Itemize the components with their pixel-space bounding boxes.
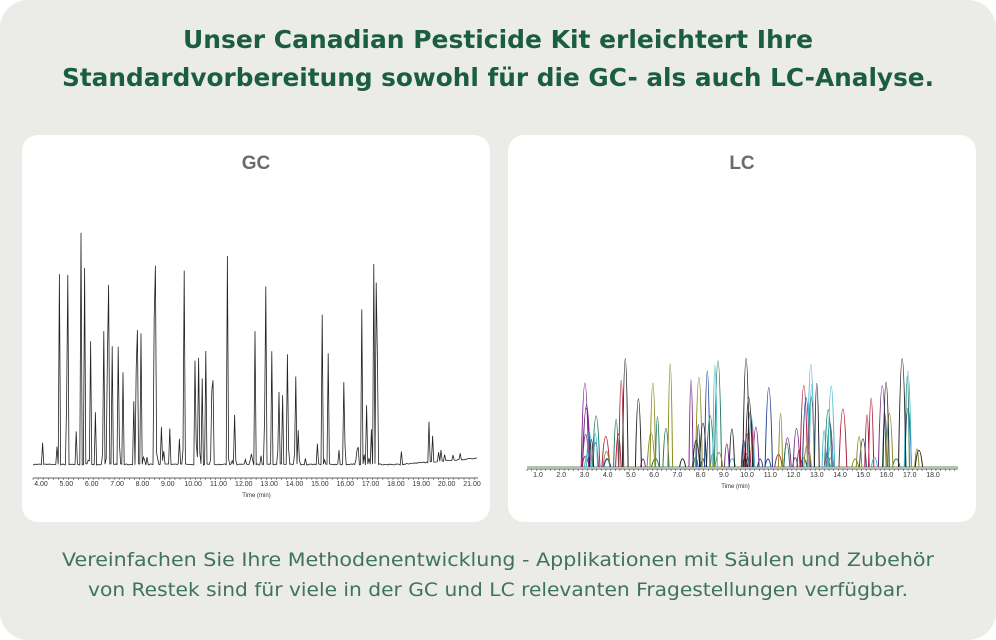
x-tick-label: 21.00	[463, 481, 481, 488]
x-tick-label: 9.00	[161, 481, 175, 488]
x-tick-label: 1.0	[533, 472, 543, 479]
footer-line: von Restek sind für viele in der GC und …	[88, 579, 908, 601]
x-tick-label: 19.00	[413, 481, 431, 488]
axis-label: Time (min)	[242, 493, 270, 499]
x-tick-label: 14.00	[286, 481, 304, 488]
x-tick-label: 8.0	[696, 472, 706, 479]
x-tick-label: 8.00	[136, 481, 150, 488]
panel-title: GC	[242, 153, 271, 174]
lc-trace	[603, 370, 912, 468]
x-tick-label: 16.00	[336, 481, 354, 488]
footer-line: Vereinfachen Sie Ihre Methodenentwicklun…	[62, 549, 934, 571]
x-tick-label: 12.0	[787, 472, 801, 479]
x-tick-label: 14.0	[833, 472, 847, 479]
x-tick-label: 11.0	[764, 472, 777, 479]
x-tick-label: 6.0	[649, 472, 659, 479]
x-tick-label: 3.0	[580, 472, 590, 479]
x-tick-label: 13.00	[260, 481, 278, 488]
axis-label: Time (min)	[721, 484, 749, 490]
x-tick-label: 5.0	[626, 472, 636, 479]
x-tick-label: 9.0	[719, 472, 729, 479]
x-tick-label: 16.0	[880, 472, 894, 479]
title-line: Standardvorbereitung sowohl für die GC- …	[62, 63, 934, 92]
x-tick-label: 17.00	[362, 481, 380, 488]
x-tick-label: 7.00	[110, 481, 124, 488]
x-tick-label: 10.00	[184, 481, 202, 488]
x-tick-label: 15.00	[311, 481, 329, 488]
x-tick-label: 13.0	[810, 472, 824, 479]
x-tick-label: 5.00	[60, 481, 74, 488]
gc-trace	[32, 232, 478, 466]
x-tick-label: 20.00	[438, 481, 456, 488]
x-tick-label: 17.0	[903, 472, 917, 479]
x-tick-label: 18.00	[387, 481, 405, 488]
title-line: Unser Canadian Pesticide Kit erleichtert…	[183, 25, 813, 54]
panel-title: LC	[729, 153, 755, 174]
x-tick-label: 12.00	[235, 481, 253, 488]
x-tick-label: 7.0	[673, 472, 683, 479]
x-tick-label: 18.0	[926, 472, 940, 479]
x-tick-label: 4.00	[34, 481, 48, 488]
lc-trace	[580, 379, 887, 468]
x-tick-label: 2.0	[556, 472, 566, 479]
x-tick-label: 11.00	[210, 481, 227, 488]
lc-trace	[584, 364, 912, 468]
x-tick-label: 6.00	[85, 481, 99, 488]
x-tick-label: 15.0	[856, 472, 870, 479]
x-tick-label: 4.0	[603, 472, 613, 479]
lc-panel	[508, 135, 976, 522]
lc-trace	[588, 357, 924, 468]
x-tick-label: 10.0	[740, 472, 754, 479]
